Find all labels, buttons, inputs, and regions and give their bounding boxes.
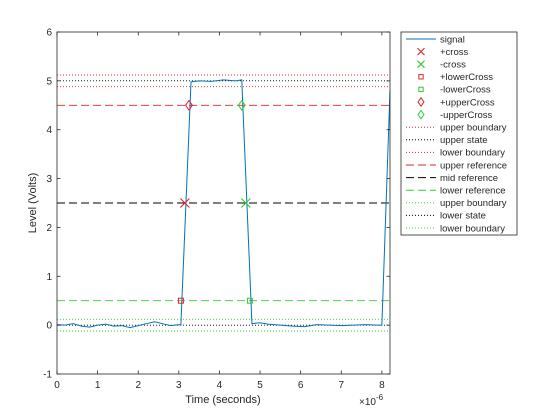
- legend-swatch-marker: [417, 60, 425, 69]
- legend-item: -upperCross: [417, 109, 493, 121]
- x-tick-label: 2: [135, 380, 141, 391]
- legend-item: upper reference: [406, 160, 507, 171]
- legend-item: lower boundary: [406, 148, 505, 159]
- x-tick-label: 8: [379, 380, 385, 391]
- legend-item: +upperCross: [417, 96, 495, 108]
- legend-swatch-marker: [417, 47, 425, 56]
- legend-label: -upperCross: [440, 110, 493, 121]
- legend-item: signal: [406, 34, 465, 45]
- y-tick-label: 0: [46, 321, 52, 332]
- legend-label: lower reference: [440, 186, 505, 197]
- reference-lines: [57, 74, 390, 332]
- legend-swatch-marker: [417, 96, 425, 108]
- x-tick-label: 7: [338, 380, 344, 391]
- x-tick-label: 3: [176, 380, 182, 391]
- legend-item: lower reference: [406, 186, 505, 197]
- legend-box: [400, 31, 518, 236]
- legend-swatch-marker: [418, 74, 424, 80]
- marker-minus-lowercross: [246, 297, 253, 304]
- x-tick-label: 5: [257, 380, 263, 391]
- y-tick-label: -1: [43, 370, 52, 381]
- legend-label: upper state: [440, 135, 488, 146]
- marker-plusminus-uppercross: [185, 99, 193, 111]
- marker-layer: [177, 99, 253, 304]
- legend-item: upper state: [406, 135, 488, 146]
- y-tick-label: 6: [46, 28, 52, 39]
- x-tick-label: 6: [298, 380, 304, 391]
- legend-label: lower boundary: [440, 148, 505, 159]
- legend-label: -lowerCross: [440, 85, 491, 96]
- legend: signal +cross -cross+lowerCross -lowerCross…: [400, 31, 518, 236]
- legend-item: +cross: [417, 47, 468, 58]
- legend-label: upper boundary: [440, 198, 507, 209]
- x-axis-exponent: ×10-6: [359, 393, 384, 408]
- x-axis-exponent-power: -6: [376, 393, 384, 402]
- x-axis-label: Time (seconds): [185, 394, 260, 406]
- x-tick-label: 0: [54, 380, 60, 391]
- legend-label: +lowerCross: [440, 72, 493, 83]
- legend-label: mid reference: [440, 173, 498, 184]
- x-tick-label: 1: [95, 380, 101, 391]
- y-axis-label: Level (Volts): [27, 173, 39, 234]
- legend-label: -cross: [440, 60, 466, 71]
- x-axis-exponent-base: ×10: [359, 397, 376, 408]
- y-tick-label: 3: [46, 174, 52, 185]
- x-tick-label: 4: [217, 380, 223, 391]
- legend-swatch-marker: [417, 109, 425, 120]
- legend-label: lower boundary: [440, 223, 505, 234]
- legend-label: +upperCross: [440, 97, 495, 108]
- plot-frame: [56, 31, 391, 375]
- y-tick-label: 5: [46, 76, 52, 87]
- legend-item: +lowerCross: [418, 72, 493, 83]
- y-tick-label: 1: [46, 272, 52, 283]
- marker-plusminus-cross: [180, 198, 190, 208]
- marker-minus-cross: [240, 198, 251, 208]
- signal-layer: [56, 79, 391, 329]
- legend-item: lower boundary: [406, 223, 505, 234]
- legend-label: signal: [440, 34, 465, 45]
- legend-swatch-marker: [418, 86, 424, 93]
- legend-item: lower state: [406, 211, 486, 222]
- y-tick-label: 2: [46, 223, 52, 234]
- legend-item: mid reference: [406, 173, 498, 184]
- legend-item: upper boundary: [406, 198, 507, 209]
- legend-item: -lowerCross: [418, 85, 491, 96]
- marker-plusminus-lowercross: [177, 297, 184, 304]
- legend-item: -cross: [417, 60, 466, 71]
- y-tick-label: 4: [46, 125, 52, 136]
- marker-minus-uppercross: [237, 99, 246, 111]
- legend-label: upper boundary: [440, 123, 507, 134]
- legend-label: lower state: [440, 211, 486, 222]
- legend-label: +cross: [440, 47, 468, 58]
- signal-line: [56, 79, 391, 329]
- legend-label: upper reference: [440, 160, 507, 171]
- legend-item: upper boundary: [406, 123, 507, 134]
